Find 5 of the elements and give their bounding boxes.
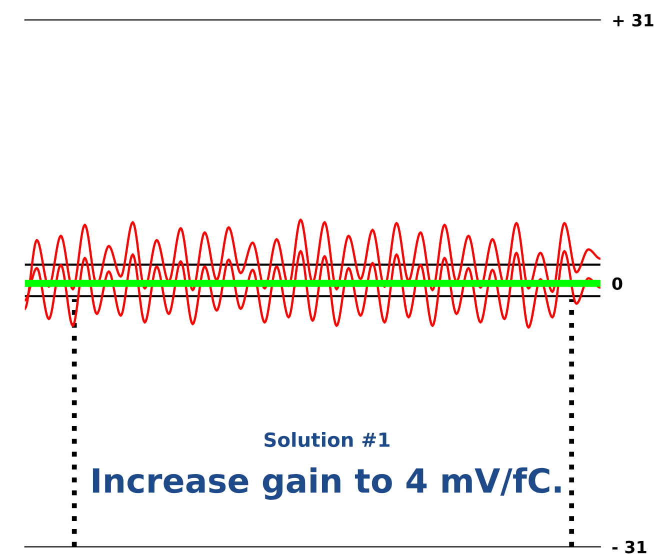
annotation: Solution #1 [264, 432, 390, 448]
y-tick-label: + 31 [613, 14, 654, 27]
y-tick-label: - 31 [612, 540, 646, 554]
annotation: Increase gain to 4 mV/fC. [92, 467, 561, 500]
y-tick-label: 0 [612, 277, 622, 290]
